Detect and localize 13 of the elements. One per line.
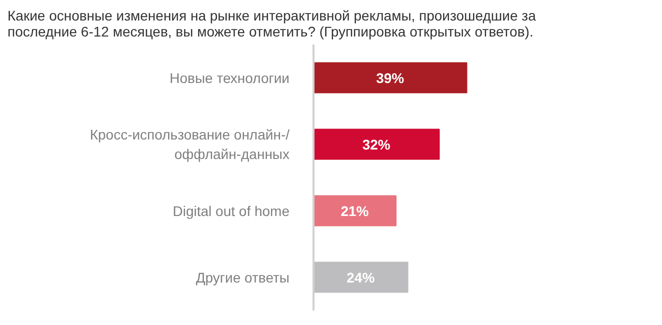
data-label: 24% [346,269,376,286]
y-tick-label: Кросс-использование онлайн-/ оффлайн-данных [90,126,290,162]
bar [314,128,440,160]
y-tick-label: Digital out of home [172,202,290,219]
data-label: 39% [376,70,405,86]
y-tick-label: Новые технологии [170,70,290,86]
bar [314,262,408,293]
y-tick-label: Другие ответы [196,269,290,286]
bar [314,195,397,226]
data-label: 32% [362,136,391,152]
data-label: 21% [340,202,370,219]
bar [314,62,468,94]
chart-title: Какие основные изменения на рынке интерактивной рекламы, произошедшие за последние 6-12 месяцев, вы можете отметить? (Группировка открытых ответов). [8,8,536,40]
